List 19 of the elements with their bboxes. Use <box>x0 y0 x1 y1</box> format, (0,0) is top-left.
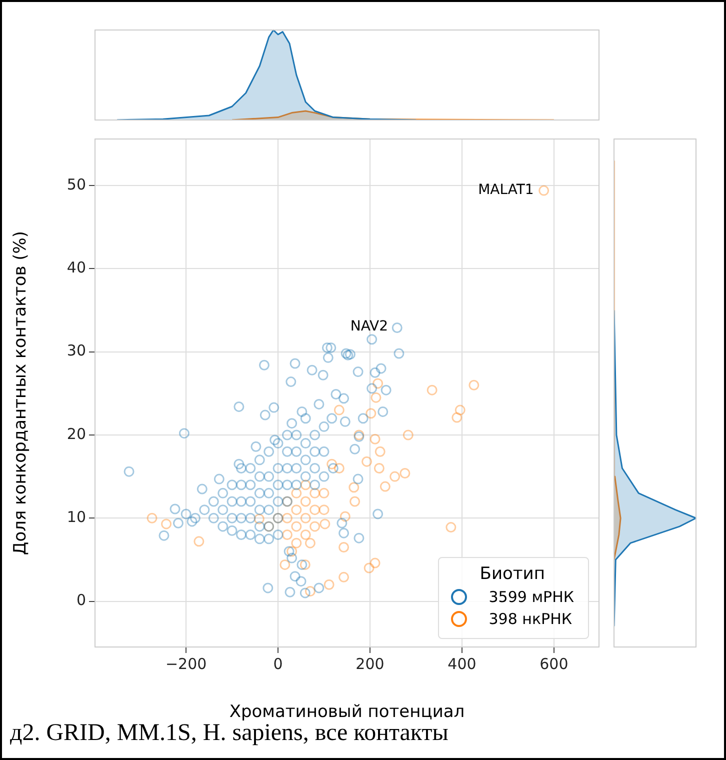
y-tick-label: 0 <box>76 591 86 610</box>
x-tick-label: 600 <box>540 654 568 673</box>
legend-label: 3599 мРНК <box>488 588 574 606</box>
legend-label: 398 нкРНК <box>488 610 572 628</box>
y-tick-label: 30 <box>66 342 86 360</box>
x-tick-label: 200 <box>356 654 384 673</box>
annotation: NAV2 <box>350 318 388 335</box>
y-tick-label: 10 <box>66 508 86 526</box>
y-tick-label: 40 <box>66 258 86 277</box>
x-tick-label: 400 <box>448 654 476 673</box>
x-axis-title: Хроматиновый потенциал <box>229 702 465 722</box>
y-tick-label: 20 <box>66 424 86 443</box>
legend-title: Биотип <box>478 564 546 584</box>
y-axis-title: Доля конкордантных контактов (%) <box>10 230 31 556</box>
annotation: MALAT1 <box>478 182 534 198</box>
y-tick-label: 50 <box>66 175 86 194</box>
x-tick-label: −200 <box>165 654 207 673</box>
text: д2. GRID, MM.1S, H. sapiens, все контакты <box>10 720 448 747</box>
x-tick-label: 0 <box>273 654 283 673</box>
